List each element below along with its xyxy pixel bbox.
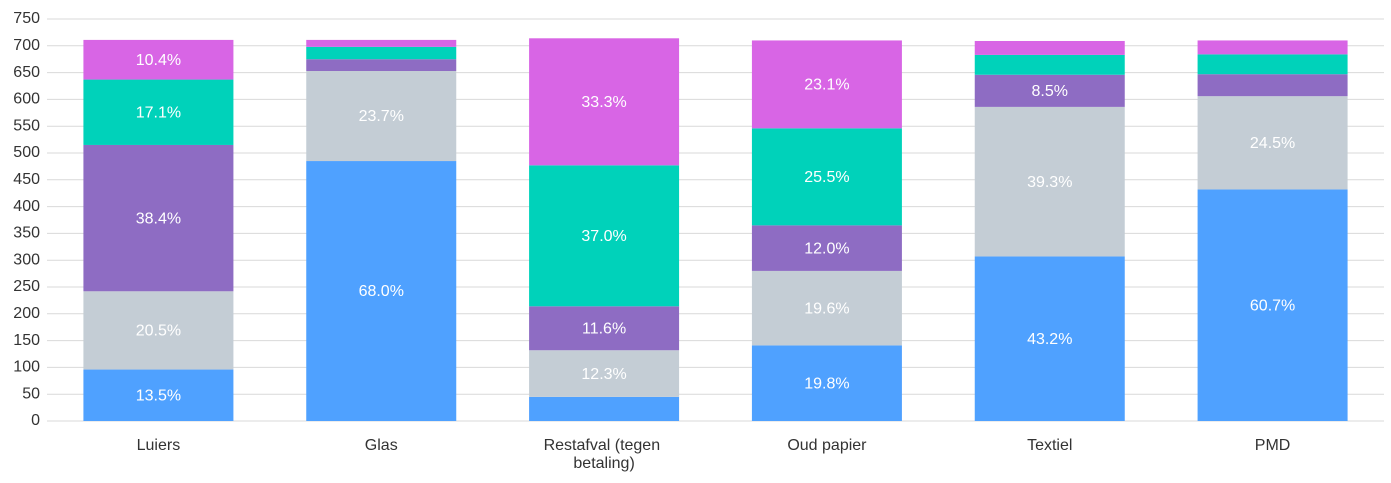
- bar-segment: [1197, 96, 1348, 190]
- y-tick-label: 150: [13, 332, 40, 349]
- x-tick-label: PMD: [1255, 437, 1291, 454]
- bar-segment: [974, 54, 1125, 75]
- bar-segment: [751, 345, 902, 421]
- bar-segment: [83, 79, 234, 145]
- data-label: 38.4%: [136, 210, 181, 227]
- data-label: 23.7%: [359, 108, 404, 125]
- bar-segment: [529, 396, 680, 421]
- data-label: 39.3%: [1027, 174, 1072, 191]
- bar-segment: [529, 165, 680, 307]
- bar-segment: [974, 106, 1125, 257]
- data-label: 8.5%: [1032, 83, 1068, 100]
- data-label: 37.0%: [581, 228, 626, 245]
- y-tick-label: 250: [13, 278, 40, 295]
- y-tick-label: 750: [13, 10, 40, 27]
- bar-segment: [1197, 40, 1348, 55]
- data-label: 25.5%: [804, 169, 849, 186]
- y-tick-label: 50: [22, 385, 40, 402]
- data-label: 11.6%: [582, 320, 626, 337]
- bar-segment: [1197, 74, 1348, 97]
- data-label: 12.3%: [581, 366, 626, 383]
- bar-segment: [306, 46, 457, 60]
- x-tick-label: Textiel: [1027, 437, 1072, 454]
- y-tick-label: 350: [13, 225, 40, 242]
- bar-segment: [83, 291, 234, 370]
- bar-segment: [751, 225, 902, 271]
- data-label: 60.7%: [1250, 297, 1295, 314]
- data-label: 10.4%: [136, 52, 181, 69]
- x-tick-label: Glas: [365, 437, 398, 454]
- bar-segment: [83, 369, 234, 421]
- data-label: 43.2%: [1027, 331, 1072, 348]
- y-tick-label: 0: [31, 412, 40, 429]
- bar-segment: [529, 38, 680, 166]
- y-tick-label: 550: [13, 117, 40, 134]
- x-tick-label: Luiers: [137, 437, 181, 454]
- data-label: 23.1%: [804, 77, 849, 94]
- bar-segment: [1197, 189, 1348, 421]
- data-label: 24.5%: [1250, 135, 1295, 152]
- data-label: 19.6%: [804, 300, 849, 317]
- bar-segment: [83, 144, 234, 292]
- data-label: 13.5%: [136, 387, 181, 404]
- x-tick-label: Restafval (tegen betaling): [544, 437, 665, 472]
- data-label: 19.8%: [804, 375, 849, 392]
- y-tick-label: 200: [13, 305, 40, 322]
- bar-segment: [751, 270, 902, 346]
- bar-segment: [751, 128, 902, 226]
- y-tick-label: 700: [13, 37, 40, 54]
- bar-segment: [751, 40, 902, 129]
- data-label: 68.0%: [359, 283, 404, 300]
- data-label: 17.1%: [136, 104, 181, 121]
- y-tick-label: 500: [13, 144, 40, 161]
- bar-segment: [306, 161, 457, 422]
- data-label: 20.5%: [136, 323, 181, 340]
- bar-segment: [974, 256, 1125, 421]
- bar-segment: [974, 74, 1125, 107]
- bar-segment: [1197, 54, 1348, 75]
- bar-segment: [306, 59, 457, 71]
- bar-segment: [974, 40, 1125, 55]
- y-tick-label: 400: [13, 198, 40, 215]
- data-label: 33.3%: [581, 94, 626, 111]
- bar-segment: [529, 306, 680, 351]
- bar-segment: [83, 39, 234, 80]
- y-tick-label: 600: [13, 91, 40, 108]
- bar-segment: [306, 39, 457, 47]
- y-tick-label: 100: [13, 359, 40, 376]
- y-tick-label: 300: [13, 251, 40, 268]
- data-label: 12.0%: [804, 240, 849, 257]
- x-tick-label: Oud papier: [787, 437, 867, 454]
- bar-segment: [306, 70, 457, 162]
- y-tick-label: 650: [13, 64, 40, 81]
- bar-segment: [529, 350, 680, 397]
- y-tick-label: 450: [13, 171, 40, 188]
